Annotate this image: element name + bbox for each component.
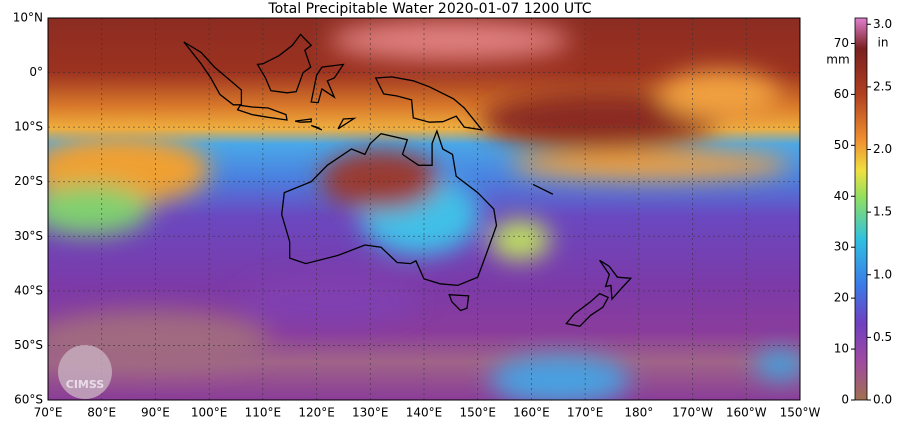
- mm-tick-label: 0: [841, 393, 849, 407]
- lon-label: 120°E: [298, 406, 335, 420]
- lon-label: 140°E: [406, 406, 443, 420]
- coastline: [532, 183, 554, 195]
- map: CIMSS: [48, 18, 800, 400]
- lon-label: 150°E: [459, 406, 496, 420]
- lon-label: 150°W: [780, 406, 821, 420]
- lon-label: 170°W: [672, 406, 713, 420]
- colorbar-in-label: in: [878, 36, 889, 50]
- lon-label: 80°E: [87, 406, 116, 420]
- in-tick-label: 0.0: [873, 393, 892, 407]
- lat-label: 40°S: [14, 283, 43, 297]
- in-tick-label: 3.0: [873, 17, 892, 31]
- mm-tick-label: 60: [834, 87, 849, 101]
- lon-label: 70°E: [34, 406, 63, 420]
- lon-label: 110°E: [245, 406, 282, 420]
- lon-label: 170°E: [567, 406, 604, 420]
- coastline: [374, 76, 484, 131]
- coastline: [565, 292, 610, 328]
- coastline: [337, 117, 357, 130]
- coastline: [310, 124, 323, 131]
- coastlines: [183, 33, 633, 328]
- mm-tick-label: 40: [834, 189, 849, 203]
- title: Total Precipitable Water 2020-01-07 1200…: [267, 1, 591, 17]
- coastline: [256, 33, 313, 94]
- coastline: [448, 293, 470, 312]
- in-tick-label: 2.5: [873, 79, 892, 93]
- mm-tick-label: 20: [834, 291, 849, 305]
- in-tick-label: 2.0: [873, 142, 892, 156]
- lat-label: 50°S: [14, 338, 43, 352]
- coastline: [294, 118, 312, 123]
- colorbar: [854, 17, 868, 401]
- lon-label: 130°E: [352, 406, 389, 420]
- graticule: [48, 18, 800, 400]
- lat-label: 0°: [29, 65, 43, 79]
- coastline: [183, 41, 243, 106]
- coastline: [236, 104, 288, 121]
- lat-label: 60°S: [14, 393, 43, 407]
- lon-label: 160°W: [726, 406, 767, 420]
- lon-label: 90°E: [141, 406, 170, 420]
- mm-tick-label: 30: [834, 240, 849, 254]
- lon-label: 180°: [624, 406, 653, 420]
- lon-label: 100°E: [191, 406, 228, 420]
- lon-label: 160°E: [513, 406, 550, 420]
- in-tick-label: 1.0: [873, 267, 892, 281]
- map-frame: [47, 17, 801, 401]
- lat-label: 20°S: [14, 174, 43, 188]
- coastline: [310, 63, 345, 104]
- coastline: [281, 129, 498, 287]
- logo-text: CIMSS: [66, 378, 105, 391]
- lat-label: 10°N: [13, 11, 43, 25]
- lat-label: 30°S: [14, 229, 43, 243]
- lat-label: 10°S: [14, 120, 43, 134]
- axes: 10°N 0° 10°S 20°S 30°S 40°S 50°S 60°S70°E 80°E 90…: [13, 11, 892, 420]
- mm-tick-label: 50: [834, 138, 849, 152]
- logo: CIMSS: [58, 345, 112, 399]
- colorbar-mm-label: mm: [826, 53, 849, 67]
- mm-tick-label: 70: [834, 36, 849, 50]
- mm-tick-label: 10: [834, 342, 849, 356]
- in-tick-label: 1.5: [873, 205, 892, 219]
- coastline: [599, 259, 633, 301]
- in-tick-label: 0.5: [873, 330, 892, 344]
